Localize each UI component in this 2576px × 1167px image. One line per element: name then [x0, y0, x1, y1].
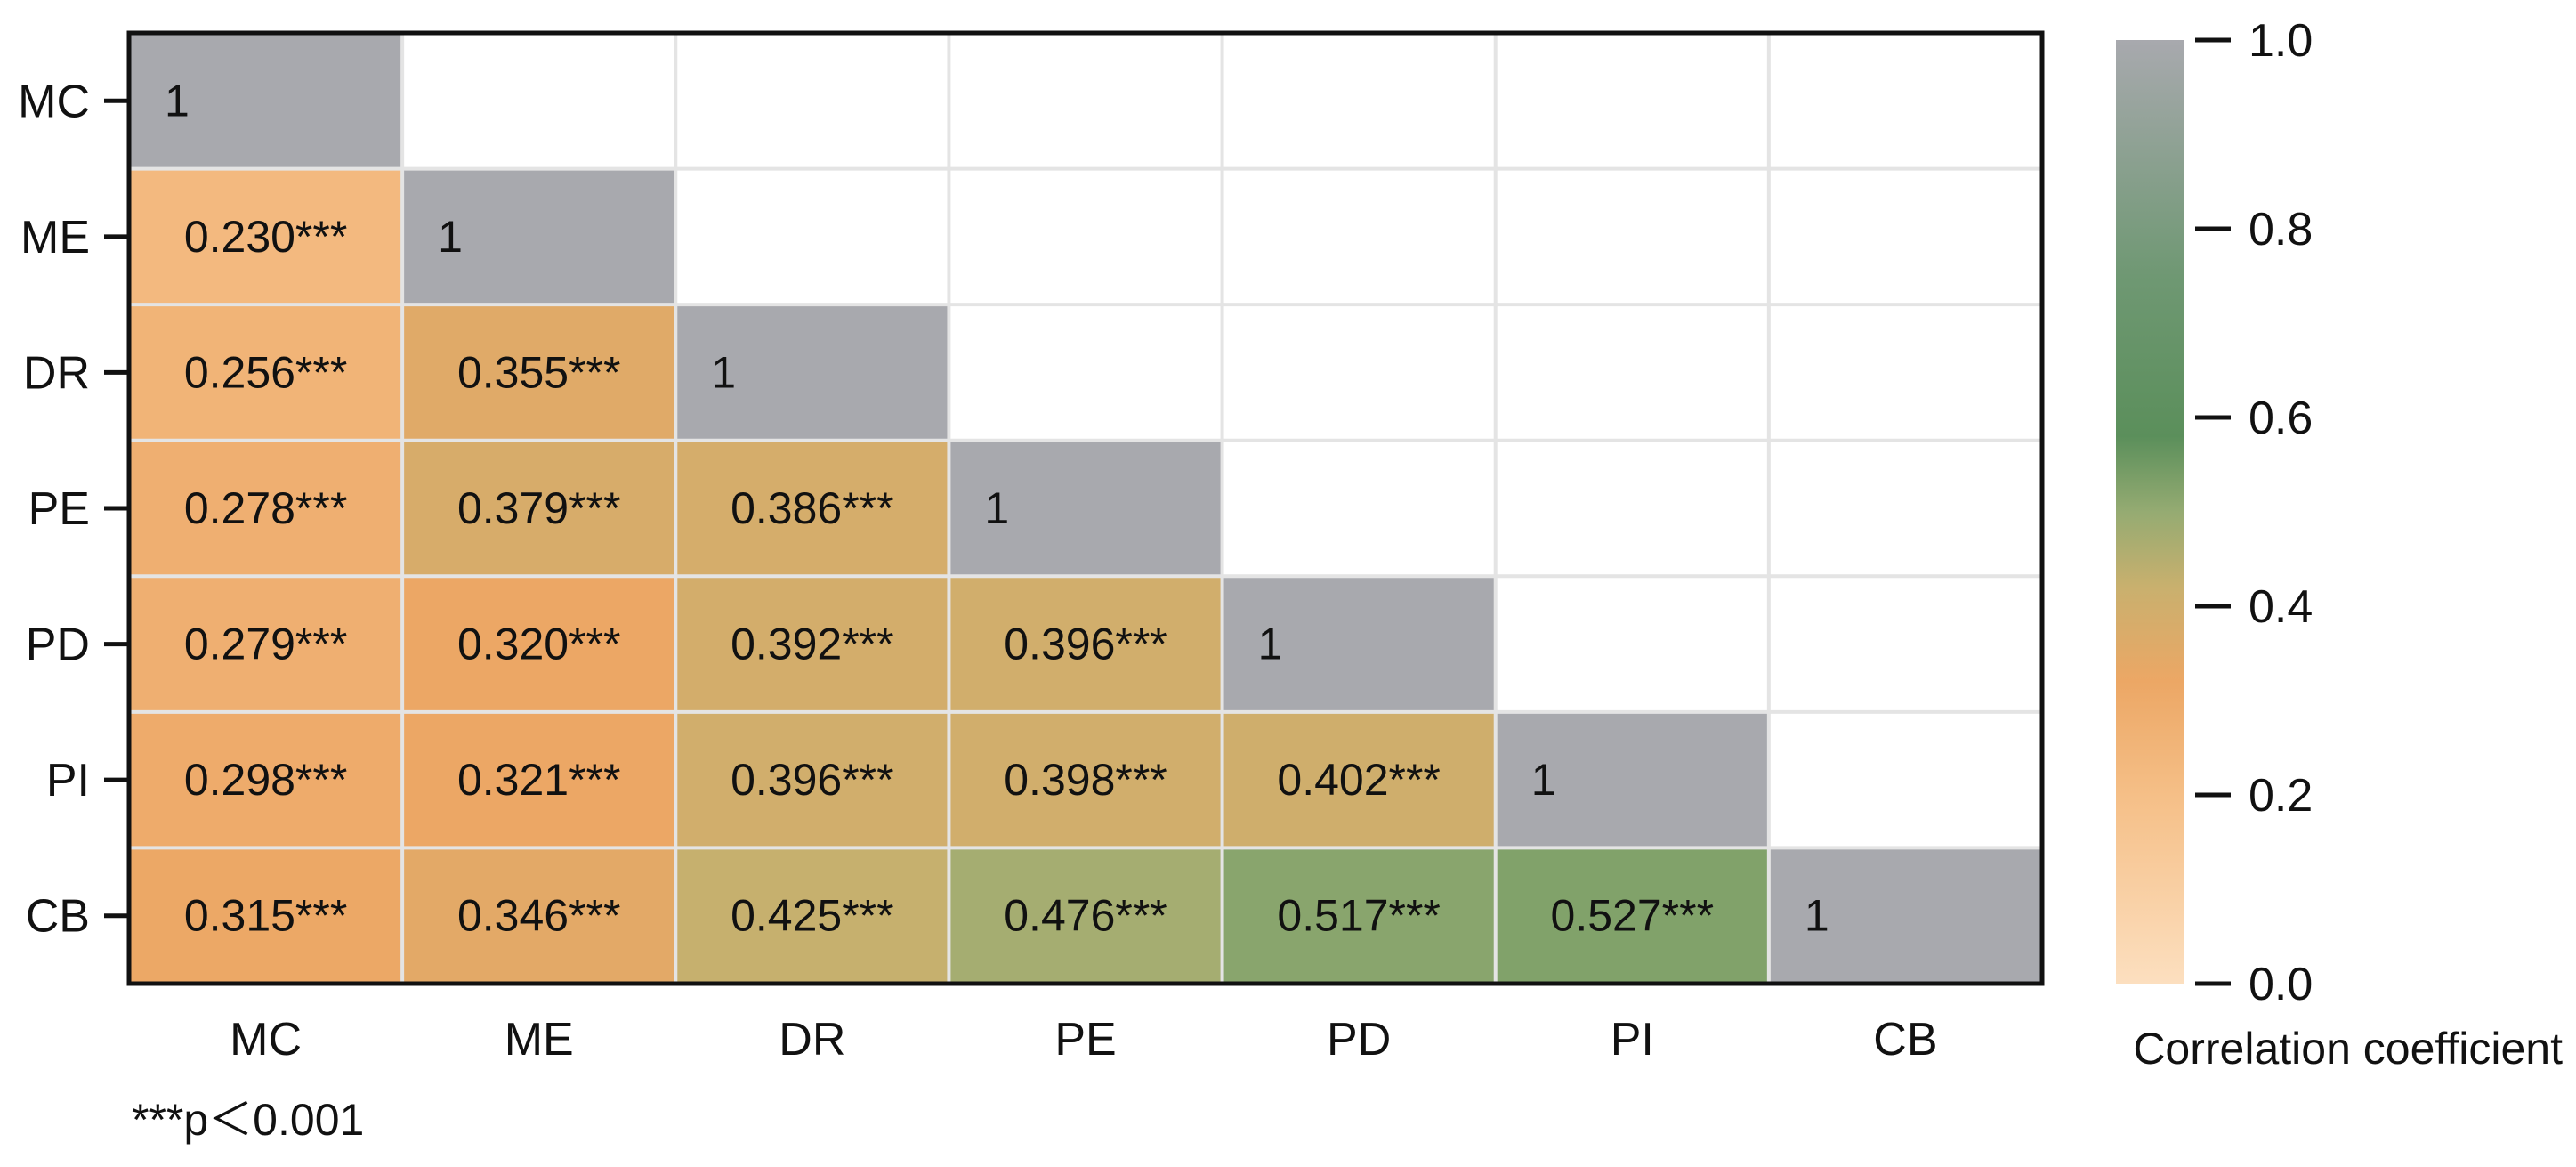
- cell-value-label: 0.386***: [731, 483, 894, 533]
- colorbar-tick-label: 0.4: [2249, 581, 2313, 633]
- heatmap-grid: [129, 33, 2042, 984]
- cell-value-label: 0.527***: [1551, 891, 1715, 941]
- x-axis: MC ME DR PE PD PI CB: [230, 1014, 1937, 1066]
- heatmap-cell-dr-me: [402, 304, 676, 441]
- cell-value-label: 0.402***: [1277, 755, 1441, 805]
- y-tick-label: MC: [18, 76, 90, 127]
- heatmap-cell-me-mc: [129, 168, 403, 305]
- cell-value-label: 0.517***: [1277, 891, 1441, 941]
- heatmap-cell-cb-me: [402, 847, 676, 984]
- cell-value-label: 1: [984, 483, 1009, 533]
- heatmap-cell-cb-dr: [675, 847, 949, 984]
- x-tick-label: PE: [1054, 1014, 1116, 1066]
- colorbar-tick-label: 0.2: [2249, 770, 2313, 822]
- cell-value-label: 0.392***: [731, 620, 894, 669]
- heatmap-cell-pi-me: [402, 711, 676, 848]
- colorbar-tick-label: 0.8: [2249, 204, 2313, 255]
- heatmap-cell-pe-mc: [129, 440, 403, 577]
- heatmap-cell-pe-dr: [675, 440, 949, 577]
- cell-value-label: 0.379***: [457, 483, 621, 533]
- colorbar-tick-label: 0.6: [2249, 393, 2313, 444]
- cell-value-label: 0.279***: [184, 620, 348, 669]
- cell-value-label: 0.321***: [457, 755, 621, 805]
- cell-value-label: 1: [711, 347, 736, 397]
- cell-value-label: 0.230***: [184, 212, 348, 262]
- heatmap-cell-dr-mc: [129, 304, 403, 441]
- heatmap-cell-pd-pd: [1222, 576, 1496, 712]
- cell-value-label: 0.398***: [1004, 755, 1167, 805]
- heatmap-cell-cb-cb: [1768, 847, 2042, 984]
- heatmap-cell-mc-mc: [129, 33, 403, 169]
- cell-value-label: 1: [438, 212, 463, 262]
- significance-footnote: ***p＜0.001: [132, 1095, 364, 1145]
- heatmap-cell-pd-me: [402, 576, 676, 712]
- heatmap-cell-cb-pe: [949, 847, 1223, 984]
- cell-value-label: 0.278***: [184, 483, 348, 533]
- y-tick-label: PE: [28, 483, 90, 535]
- heatmap-cell-pi-pi: [1495, 711, 1769, 848]
- heatmap-cell-cb-mc: [129, 847, 403, 984]
- heatmap-cell-pi-pe: [949, 711, 1223, 848]
- cell-value-label: 0.425***: [731, 891, 894, 941]
- cell-value-label: 0.355***: [457, 347, 621, 397]
- heatmap-cell-cb-pi: [1495, 847, 1769, 984]
- x-tick-label: DR: [779, 1014, 845, 1066]
- cell-value-label: 0.396***: [1004, 620, 1167, 669]
- colorbar-tick-label: 1.0: [2249, 15, 2313, 67]
- colorbar-tick-label: 0.0: [2249, 959, 2313, 1010]
- x-tick-label: PD: [1327, 1014, 1391, 1066]
- y-tick-label: PI: [46, 755, 90, 806]
- cell-value-label: 1: [1258, 620, 1283, 669]
- heatmap-cell-pd-dr: [675, 576, 949, 712]
- cell-value-label: 0.476***: [1004, 891, 1167, 941]
- x-tick-label: ME: [505, 1014, 574, 1066]
- cell-value-label: 1: [165, 76, 190, 126]
- heatmap-cell-pi-pd: [1222, 711, 1496, 848]
- heatmap-cell-pi-dr: [675, 711, 949, 848]
- colorbar-ticks: 0.0 0.2 0.4 0.6 0.8 1.0: [2195, 15, 2313, 1010]
- x-tick-label: PI: [1611, 1014, 1654, 1066]
- cell-value-label: 0.396***: [731, 755, 894, 805]
- heatmap-cell-pe-me: [402, 440, 676, 577]
- cell-value-label: 0.315***: [184, 891, 348, 941]
- cell-value-label: 0.256***: [184, 347, 348, 397]
- cell-value-label: 1: [1805, 891, 1829, 941]
- cell-value-label: 0.320***: [457, 620, 621, 669]
- colorbar-label: Correlation coefficient: [2133, 1024, 2563, 1074]
- heatmap-cell-pd-pe: [949, 576, 1223, 712]
- heatmap-cell-dr-dr: [675, 304, 949, 441]
- y-tick-label: PD: [26, 620, 90, 671]
- heatmap-cell-me-me: [402, 168, 676, 305]
- heatmap-cells: 1 0.230*** 1 0.256*** 0.355*** 1 0.278*** 0.379…: [129, 33, 2042, 984]
- cell-value-label: 0.298***: [184, 755, 348, 805]
- colorbar: [2116, 40, 2184, 984]
- x-tick-label: MC: [230, 1014, 302, 1066]
- y-tick-label: CB: [26, 891, 90, 943]
- heatmap-cell-cb-pd: [1222, 847, 1496, 984]
- y-tick-label: DR: [23, 347, 90, 399]
- x-tick-label: CB: [1873, 1014, 1937, 1066]
- heatmap-cell-pe-pe: [949, 440, 1223, 577]
- heatmap-cell-pi-mc: [129, 711, 403, 848]
- heatmap-cell-pd-mc: [129, 576, 403, 712]
- y-axis: MC ME DR PE PD PI CB: [18, 76, 129, 943]
- cell-value-label: 1: [1531, 755, 1556, 805]
- cell-value-label: 0.346***: [457, 891, 621, 941]
- y-tick-label: ME: [20, 212, 90, 263]
